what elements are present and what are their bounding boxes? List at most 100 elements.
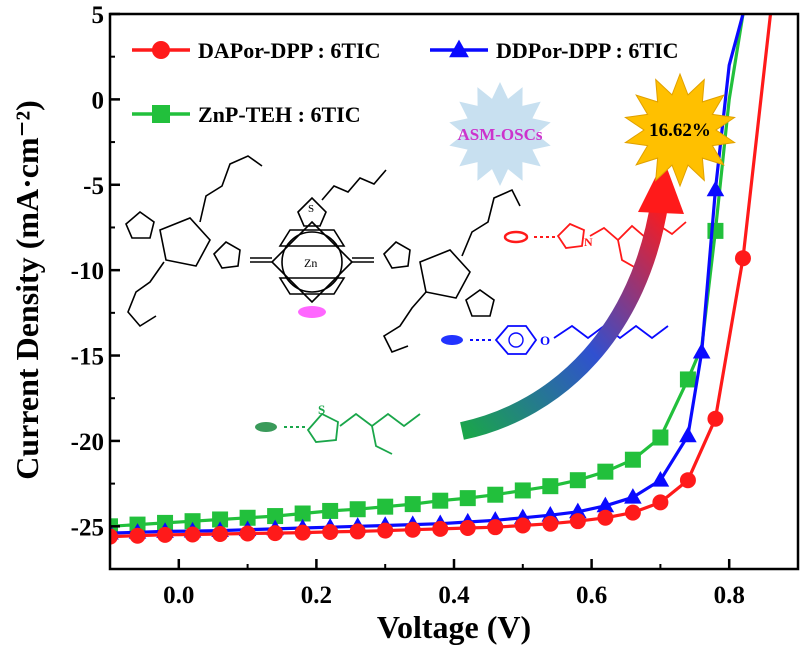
data-point-0-20 <box>652 494 669 511</box>
data-point-0-3 <box>184 526 201 543</box>
alkyl-chain-left-bottom <box>127 261 165 328</box>
x-tick-label-3: 0.6 <box>576 582 607 609</box>
data-point-2-6 <box>267 508 284 525</box>
thiophene-far-left <box>125 210 155 239</box>
data-point-0-8 <box>322 523 339 540</box>
data-point-0-0 <box>110 528 118 545</box>
data-point-1-18 <box>596 496 615 513</box>
y-tick-label-1: 0 <box>92 87 105 114</box>
data-point-1-17 <box>569 502 587 519</box>
data-point-2-20 <box>652 429 669 446</box>
data-point-2-5 <box>239 509 256 526</box>
y-tick-label-0: 5 <box>92 2 105 29</box>
alkyl-chain-right-bottom <box>382 291 427 354</box>
pyrrole-top <box>278 229 346 247</box>
data-point-0-4 <box>212 525 229 542</box>
data-point-1-21 <box>679 426 697 443</box>
data-point-2-16 <box>542 478 559 495</box>
pyrrole-bottom <box>278 277 346 295</box>
legend-label-2: ZnP-TEH : 6TIC <box>198 102 361 127</box>
data-point-2-11 <box>404 496 421 513</box>
data-point-2-22 <box>707 222 724 239</box>
porphyrin-frame <box>270 220 354 304</box>
data-point-0-22 <box>707 410 724 427</box>
data-point-2-15 <box>514 482 531 499</box>
y-tick-label-6: -25 <box>71 514 104 541</box>
dpp-right <box>419 249 471 299</box>
substituent-marker-magenta <box>298 306 326 318</box>
y-tick-label-4: -15 <box>71 344 104 371</box>
data-point-0-19 <box>624 504 641 521</box>
data-point-0-2 <box>157 526 174 543</box>
substituent-thienyl: S <box>255 402 421 455</box>
x-tick-label-2: 0.4 <box>438 582 470 609</box>
thiophene-far-right <box>465 289 495 317</box>
data-point-0-6 <box>267 525 284 542</box>
substituent-pyrazole: N <box>503 221 687 269</box>
alkyl-chain-left-top <box>199 155 263 223</box>
y-axis-title: Current Density (mA·cm⁻²) <box>9 100 45 480</box>
data-point-2-19 <box>624 451 641 468</box>
data-point-0-18 <box>597 509 614 526</box>
data-point-2-9 <box>349 501 366 518</box>
data-point-2-14 <box>487 486 504 503</box>
data-point-2-7 <box>294 505 311 522</box>
data-point-0-1 <box>129 527 146 544</box>
atom-o-label: O <box>540 333 550 348</box>
x-axis-title: Voltage (V) <box>377 609 531 645</box>
y-tick-label-5: -20 <box>71 429 104 456</box>
data-point-0-13 <box>459 520 476 537</box>
data-point-0-9 <box>349 523 366 540</box>
legend-marker-0 <box>152 41 170 59</box>
legend-label-0: DAPor-DPP : 6TIC <box>198 38 381 63</box>
molecule-illustration: Zn S <box>125 155 521 354</box>
arrow-head <box>638 160 684 214</box>
atom-zn-label: Zn <box>304 256 317 270</box>
data-point-0-17 <box>569 513 586 530</box>
data-point-2-8 <box>322 502 339 519</box>
data-point-2-21 <box>679 371 696 388</box>
legend-label-1: DDPor-DPP : 6TIC <box>496 38 679 63</box>
y-tick-label-3: -10 <box>71 258 104 285</box>
data-point-0-7 <box>294 524 311 541</box>
data-point-0-21 <box>679 472 696 489</box>
thiophene-left <box>213 241 241 269</box>
legend-marker-2 <box>152 105 170 123</box>
data-point-0-16 <box>542 515 559 532</box>
asm-osc-badge: ASM-OSCs <box>449 82 551 186</box>
data-point-0-14 <box>487 519 504 536</box>
series-line-0 <box>110 14 773 539</box>
pce-value: 16.62% <box>649 120 711 141</box>
y-tick-label-2: -5 <box>83 173 104 200</box>
pce-starburst: 16.62% <box>624 72 736 188</box>
dpp-left <box>159 217 211 267</box>
atom-n-label: N <box>584 235 593 249</box>
alkyl-chain-right-top <box>461 188 521 257</box>
atom-s-label-green: S <box>318 402 325 417</box>
axes: 0.0 0.2 0.4 0.6 0.8 5 0 -5 -10 -15 -20 -25 <box>71 2 799 609</box>
substituent-phenoxy: O <box>441 324 669 355</box>
porphyrin-ring <box>281 231 343 293</box>
legend: DAPor-DPP : 6TIC DDPor-DPP : 6TIC ZnP-TEH … <box>132 38 679 127</box>
data-point-2-10 <box>377 498 394 515</box>
data-point-0-10 <box>377 522 394 539</box>
x-tick-label-1: 0.2 <box>301 582 332 609</box>
data-point-1-20 <box>651 471 670 487</box>
efficiency-arrow <box>460 160 684 440</box>
data-point-2-4 <box>212 511 229 528</box>
data-point-2-12 <box>432 492 449 509</box>
x-tick-label-0: 0.0 <box>163 582 194 609</box>
legend-marker-1 <box>449 39 469 58</box>
data-point-2-3 <box>184 513 201 530</box>
data-point-0-12 <box>432 520 449 537</box>
x-tick-label-4: 0.8 <box>714 582 745 609</box>
data-point-0-11 <box>404 521 421 538</box>
data-point-1-23 <box>706 180 725 197</box>
alkyl-chain-top <box>321 169 387 201</box>
data-point-0-23 <box>734 250 751 267</box>
asm-osc-badge-text: ASM-OSCs <box>457 125 542 144</box>
thiophene-top <box>297 196 327 227</box>
data-point-0-5 <box>239 525 256 542</box>
data-point-1-22 <box>692 342 711 359</box>
